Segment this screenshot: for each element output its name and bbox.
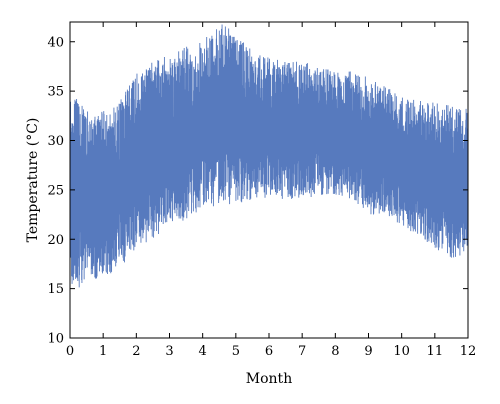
y-axis: 10 15 20 25 30 35 40 bbox=[47, 35, 468, 347]
temperature-trace bbox=[70, 24, 468, 288]
x-tick-label: 6 bbox=[265, 344, 273, 359]
x-tick-label: 12 bbox=[460, 344, 477, 359]
y-tick-label: 35 bbox=[47, 85, 64, 100]
x-tick-label: 7 bbox=[298, 344, 306, 359]
x-tick-label: 0 bbox=[66, 344, 74, 359]
x-tick-label: 8 bbox=[331, 344, 339, 359]
y-tick-label: 20 bbox=[47, 233, 64, 248]
x-tick-label: 4 bbox=[199, 344, 207, 359]
y-tick-label: 10 bbox=[47, 332, 64, 347]
x-tick-label: 3 bbox=[165, 344, 173, 359]
y-tick-label: 40 bbox=[47, 35, 64, 50]
x-axis-title: Month bbox=[246, 371, 292, 387]
y-tick-label: 15 bbox=[47, 282, 64, 297]
series-temperature bbox=[70, 24, 468, 288]
x-tick-label: 11 bbox=[427, 344, 444, 359]
y-tick-label: 25 bbox=[47, 183, 64, 198]
x-tick-label: 1 bbox=[99, 344, 107, 359]
x-tick-label: 5 bbox=[232, 344, 240, 359]
x-axis: 0 1 2 3 4 5 6 7 8 9 10 11 12 bbox=[66, 22, 476, 359]
x-tick-label: 10 bbox=[393, 344, 410, 359]
x-tick-label: 9 bbox=[364, 344, 372, 359]
y-axis-title: Temperature (°C) bbox=[25, 118, 41, 243]
x-tick-label: 2 bbox=[132, 344, 140, 359]
y-tick-label: 30 bbox=[47, 134, 64, 149]
